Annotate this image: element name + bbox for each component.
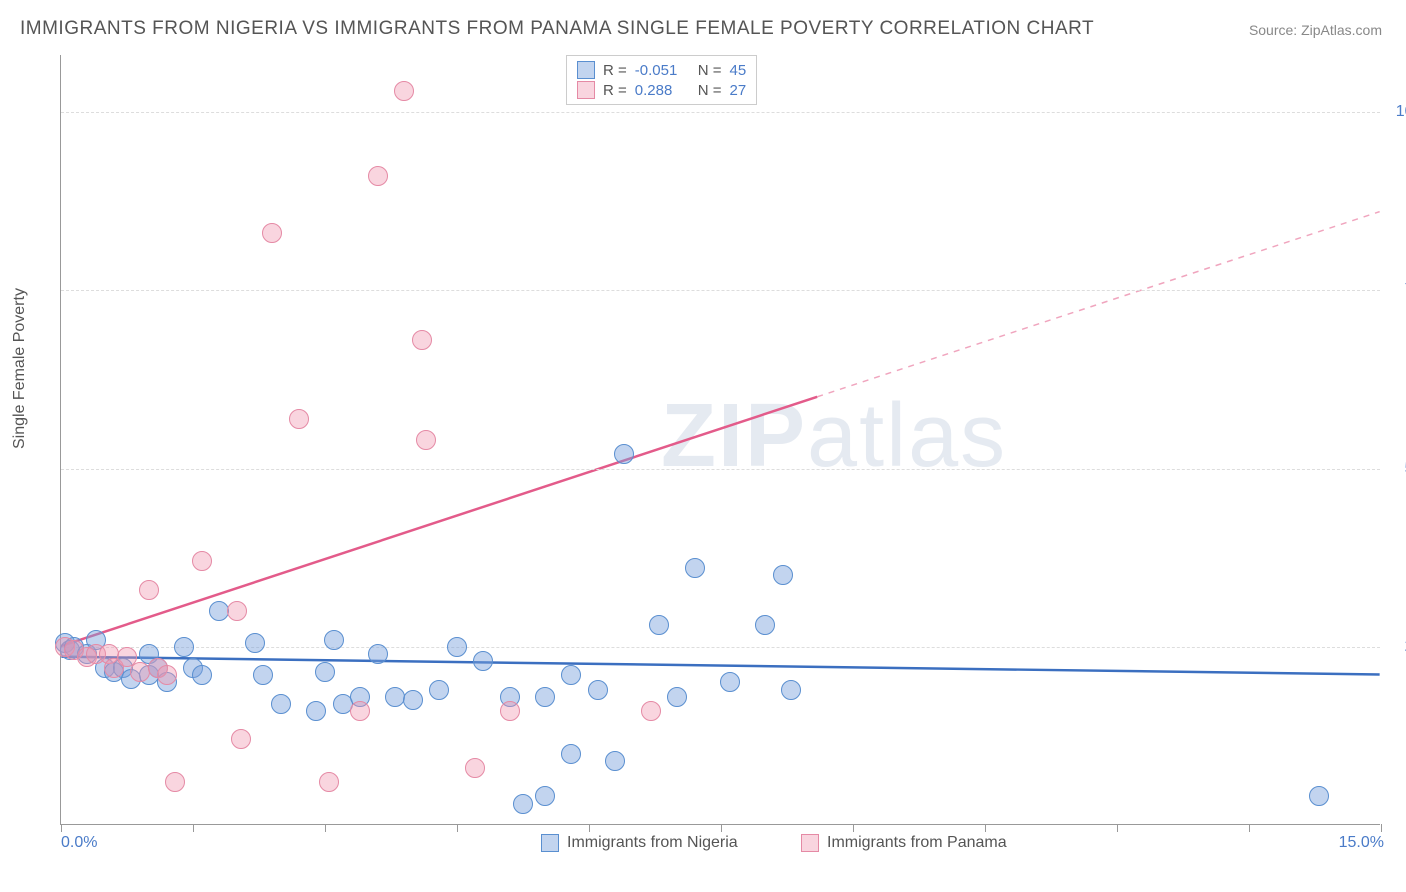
trend-line <box>817 212 1379 397</box>
legend-swatch <box>541 834 559 852</box>
scatter-point <box>773 565 793 585</box>
scatter-point <box>561 744 581 764</box>
scatter-point <box>667 687 687 707</box>
x-tick <box>193 824 194 832</box>
plot-area: ZIPatlas 25.0%50.0%75.0%100.0%0.0%15.0%R… <box>60 55 1380 825</box>
grid-line <box>61 290 1380 291</box>
x-tick <box>1381 824 1382 832</box>
x-axis-label-right: 15.0% <box>1339 834 1384 852</box>
x-tick <box>1249 824 1250 832</box>
scatter-point <box>245 633 265 653</box>
scatter-point <box>403 690 423 710</box>
x-tick <box>985 824 986 832</box>
y-tick-label: 25.0% <box>1390 638 1406 656</box>
scatter-point <box>319 772 339 792</box>
watermark-atlas: atlas <box>807 386 1007 486</box>
legend-series-label: Immigrants from Nigeria <box>567 834 738 852</box>
x-tick <box>325 824 326 832</box>
scatter-point <box>231 729 251 749</box>
r-value: 0.288 <box>635 82 690 99</box>
y-axis-label: Single Female Poverty <box>11 288 29 449</box>
scatter-point <box>500 701 520 721</box>
trend-line <box>61 397 817 646</box>
scatter-point <box>447 637 467 657</box>
legend-swatch <box>801 834 819 852</box>
y-tick-label: 75.0% <box>1390 281 1406 299</box>
scatter-point <box>350 701 370 721</box>
scatter-point <box>473 651 493 671</box>
x-tick <box>457 824 458 832</box>
source-label: Source: ZipAtlas.com <box>1249 22 1382 38</box>
n-label: N = <box>698 62 722 79</box>
r-label: R = <box>603 82 627 99</box>
legend-swatch <box>577 81 595 99</box>
scatter-point <box>289 409 309 429</box>
scatter-point <box>1309 786 1329 806</box>
scatter-point <box>165 772 185 792</box>
scatter-point <box>588 680 608 700</box>
scatter-point <box>174 637 194 657</box>
trend-lines-svg <box>61 55 1380 824</box>
scatter-point <box>535 786 555 806</box>
grid-line <box>61 469 1380 470</box>
y-tick-label: 100.0% <box>1390 103 1406 121</box>
legend-series-label: Immigrants from Panama <box>827 834 1007 852</box>
x-tick <box>853 824 854 832</box>
legend-stats: R = -0.051 N = 45 R = 0.288 N = 27 <box>566 55 757 105</box>
scatter-point <box>429 680 449 700</box>
r-value: -0.051 <box>635 62 690 79</box>
scatter-point <box>227 601 247 621</box>
scatter-point <box>605 751 625 771</box>
scatter-point <box>157 665 177 685</box>
scatter-point <box>755 615 775 635</box>
x-tick <box>1117 824 1118 832</box>
r-label: R = <box>603 62 627 79</box>
n-value: 27 <box>730 82 747 99</box>
x-tick <box>61 824 62 832</box>
chart-title: IMMIGRANTS FROM NIGERIA VS IMMIGRANTS FR… <box>20 18 1094 40</box>
scatter-point <box>315 662 335 682</box>
scatter-point <box>513 794 533 814</box>
grid-line <box>61 112 1380 113</box>
scatter-point <box>271 694 291 714</box>
watermark-zip: ZIP <box>661 386 807 486</box>
scatter-point <box>192 551 212 571</box>
scatter-point <box>192 665 212 685</box>
scatter-point <box>139 580 159 600</box>
scatter-point <box>394 81 414 101</box>
n-value: 45 <box>730 62 747 79</box>
legend-series: Immigrants from Panama <box>801 834 1007 852</box>
scatter-point <box>306 701 326 721</box>
legend-stats-row: R = -0.051 N = 45 <box>577 60 746 80</box>
scatter-point <box>465 758 485 778</box>
watermark: ZIPatlas <box>661 385 1007 488</box>
n-label: N = <box>698 82 722 99</box>
x-axis-label-left: 0.0% <box>61 834 97 852</box>
scatter-point <box>324 630 344 650</box>
scatter-point <box>685 558 705 578</box>
scatter-point <box>535 687 555 707</box>
scatter-point <box>561 665 581 685</box>
scatter-point <box>262 223 282 243</box>
legend-series: Immigrants from Nigeria <box>541 834 738 852</box>
scatter-point <box>720 672 740 692</box>
x-tick <box>721 824 722 832</box>
scatter-point <box>641 701 661 721</box>
x-tick <box>589 824 590 832</box>
scatter-point <box>781 680 801 700</box>
scatter-point <box>416 430 436 450</box>
scatter-point <box>614 444 634 464</box>
scatter-point <box>368 166 388 186</box>
scatter-point <box>412 330 432 350</box>
scatter-point <box>368 644 388 664</box>
scatter-point <box>253 665 273 685</box>
legend-swatch <box>577 61 595 79</box>
scatter-point <box>649 615 669 635</box>
y-tick-label: 50.0% <box>1390 460 1406 478</box>
legend-stats-row: R = 0.288 N = 27 <box>577 80 746 100</box>
